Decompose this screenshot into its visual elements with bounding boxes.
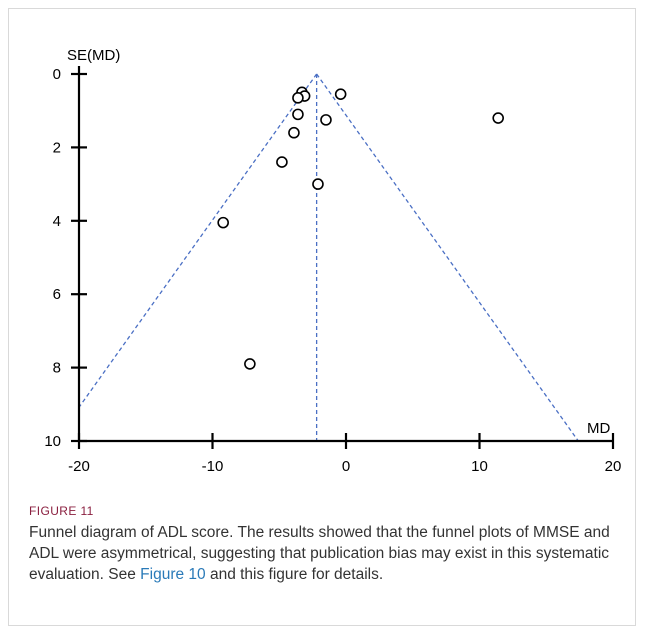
study-point-8 [288, 126, 300, 139]
figure-description: Funnel diagram of ADL score. The results… [29, 522, 629, 585]
y-tick-label-2: 2 [53, 139, 61, 156]
caption-text: Funnel diagram of ADL score. The results… [29, 524, 610, 583]
y-tick-label-6: 6 [53, 286, 61, 303]
y-tick-label-4: 4 [53, 213, 61, 230]
axes: 0 2 4 6 8 10 -20 -10 0 10 20 [44, 66, 621, 475]
x-axis-label: MD [587, 420, 610, 437]
y-tick-label-0: 0 [53, 66, 61, 83]
y-tick-label-8: 8 [53, 360, 61, 377]
study-point-9 [276, 156, 288, 168]
figure-10-link[interactable]: Figure 10 [140, 566, 206, 583]
funnel-right-boundary [316, 73, 579, 442]
x-tick-label-10: 10 [471, 458, 488, 475]
study-point-6 [292, 108, 304, 121]
y-tick-label-10: 10 [44, 433, 61, 450]
x-tick-label-20: 20 [605, 458, 622, 475]
study-point-7 [320, 114, 332, 126]
study-point-11 [217, 216, 229, 229]
study-point-10 [312, 178, 324, 190]
figure-frame: 0 2 4 6 8 10 -20 -10 0 10 20 SE(MD) MD FIGURE 11 F… [8, 8, 636, 626]
funnel-plot: 0 2 4 6 8 10 -20 -10 0 10 20 SE(MD) MD [44, 47, 621, 475]
study-point-3 [292, 92, 304, 104]
funnel-left-boundary [78, 73, 318, 408]
figure-label: FIGURE 11 [29, 504, 94, 518]
caption-text-end: and this figure for details. [205, 566, 384, 583]
figure-caption: FIGURE 11 Funnel diagram of ADL score. T… [29, 504, 629, 585]
study-point-4 [334, 88, 347, 100]
funnel-lines [78, 73, 579, 442]
study-point-5 [492, 112, 504, 124]
x-tick-label--20: -20 [68, 458, 90, 475]
x-tick-label-0: 0 [342, 458, 350, 475]
x-tick-label--10: -10 [202, 458, 224, 475]
y-axis-label: SE(MD) [67, 47, 120, 64]
data-points [217, 86, 504, 370]
study-point-12 [244, 358, 256, 370]
